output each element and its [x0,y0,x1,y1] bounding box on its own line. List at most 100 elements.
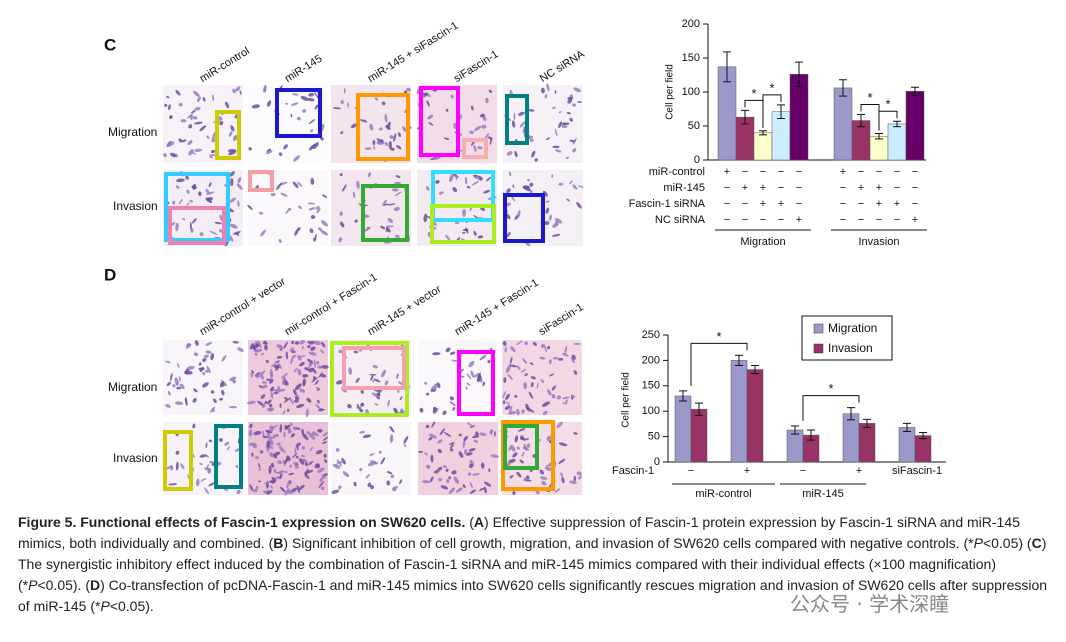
condition-label: Fascin-1 siRNA [629,198,706,210]
cell [433,156,441,160]
condition-sign: − [760,166,766,178]
cell [388,140,392,150]
cell [371,392,379,398]
cell [535,490,540,495]
cell [322,436,329,441]
cell [473,144,477,153]
cell [432,407,437,414]
cell [237,347,244,352]
cell [290,102,299,106]
cell [370,460,379,465]
cell [199,232,204,237]
cell [527,178,530,182]
cell [516,471,522,478]
cell [272,434,277,440]
cell [350,123,358,129]
cell [169,115,173,120]
cell [458,451,464,458]
cell [266,399,272,405]
cell [172,200,176,205]
cell [532,341,537,346]
cell [539,469,545,475]
condition-sign: − [724,214,730,226]
cell [466,382,471,386]
group-label: Migration [740,236,785,248]
cell [395,175,401,178]
cell [347,102,350,108]
significance-bracket [690,342,748,386]
significance-label: * [885,97,890,112]
cell [167,391,171,396]
cell [370,375,374,381]
cell [523,443,528,451]
cell [479,487,484,492]
cell [279,423,283,433]
cell [490,454,499,458]
cell [276,182,282,190]
cell [232,231,241,235]
cell [323,453,327,458]
cell [340,99,344,105]
cell [431,421,436,428]
cell [540,476,548,480]
cell [309,446,314,452]
cell [288,207,292,211]
cell [469,489,477,494]
legend-label: Migration [828,321,877,335]
cell [437,439,443,444]
cell [193,352,199,357]
cell [558,358,564,361]
cell [307,358,314,364]
cell [433,469,439,474]
cell [435,470,440,475]
condition-sign: − [894,182,900,194]
cell [552,356,559,360]
cell [468,447,476,452]
cell [209,230,218,235]
cell [291,340,295,345]
cell [523,382,528,390]
cell [373,145,376,150]
cell [508,171,512,176]
cell [453,122,457,130]
cell [466,422,473,427]
condition-sign: + [858,182,864,194]
cell [229,223,238,229]
cell [556,421,563,429]
condition-sign: − [724,182,730,194]
cell [555,149,562,153]
cell [311,431,317,436]
cell [528,109,535,112]
cell [299,458,305,465]
cell [393,206,400,212]
cell [425,424,430,429]
y-tick-label: 150 [682,52,700,64]
caption-text: ( [465,514,474,530]
cell [320,230,329,236]
cell [313,340,321,345]
caption: Figure 5. Functional effects of Fascin-1… [18,512,1048,617]
cell [449,396,455,401]
cell [232,88,236,94]
cell [309,228,314,234]
group-label: miR-145 [802,488,844,500]
x-tick-label: − [800,465,806,477]
cell [180,463,185,470]
cell [250,371,254,378]
cell [508,405,513,414]
cell [280,181,288,186]
condition-sign: − [912,182,918,194]
bar [914,435,932,463]
cell [382,203,389,206]
highlight-box [503,424,539,470]
cell [166,141,175,147]
cell [205,341,213,346]
cell [556,395,561,400]
cell [268,403,273,408]
highlight-box [457,350,495,416]
cell [273,468,277,473]
cell [465,452,473,456]
cell [284,457,289,465]
significance-label: * [867,90,872,105]
cell [458,433,462,437]
